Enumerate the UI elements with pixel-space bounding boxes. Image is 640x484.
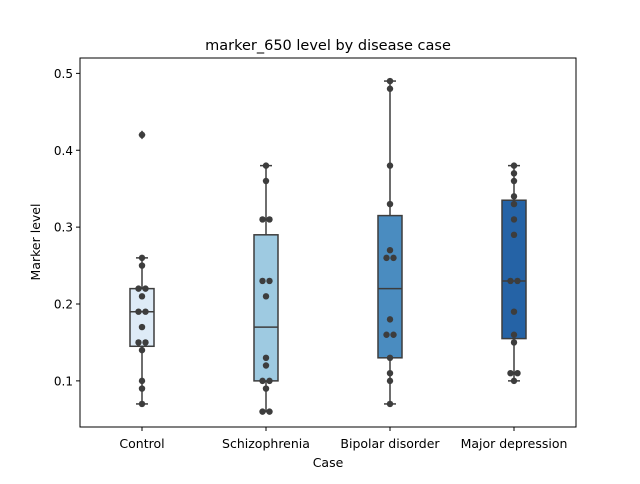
data-point xyxy=(510,162,518,169)
data-point xyxy=(266,216,273,223)
data-point xyxy=(138,377,146,385)
data-point xyxy=(386,377,394,385)
data-point xyxy=(510,193,518,200)
x-axis-label: Case xyxy=(313,455,344,470)
data-point xyxy=(262,162,270,169)
data-point xyxy=(266,408,273,415)
data-point xyxy=(138,400,146,408)
box-group xyxy=(501,162,527,385)
data-point xyxy=(386,316,394,323)
chart-title: marker_650 level by disease case xyxy=(205,38,451,54)
data-point xyxy=(507,277,514,285)
data-point xyxy=(510,377,518,385)
data-point xyxy=(510,177,518,185)
data-point xyxy=(259,408,266,415)
data-point xyxy=(262,385,270,392)
axes-frame xyxy=(79,57,577,428)
data-point xyxy=(386,369,394,377)
data-point xyxy=(510,331,518,338)
y-tick-label: 0.1 xyxy=(54,374,73,388)
data-point xyxy=(138,385,146,392)
data-point xyxy=(386,77,394,85)
data-point xyxy=(135,308,142,315)
data-point xyxy=(142,285,149,292)
x-tick-label: Major depression xyxy=(461,436,568,451)
data-point xyxy=(259,377,266,385)
y-tick-label: 0.3 xyxy=(54,221,73,235)
data-point xyxy=(138,293,146,300)
y-tick-label: 0.5 xyxy=(54,67,73,81)
data-point xyxy=(262,293,270,300)
data-point xyxy=(138,262,146,269)
data-point xyxy=(262,177,270,185)
data-point xyxy=(138,346,146,354)
data-point xyxy=(386,162,394,169)
data-point xyxy=(510,216,518,223)
data-point xyxy=(507,369,514,377)
x-tick-label: Schizophrenia xyxy=(222,436,310,451)
data-point xyxy=(514,277,521,285)
data-point xyxy=(390,331,397,338)
data-point xyxy=(390,254,397,262)
y-axis-label: Marker level xyxy=(28,204,43,281)
x-tick-label: Control xyxy=(119,436,164,451)
data-point xyxy=(142,308,149,315)
plot-area xyxy=(129,77,527,415)
data-point xyxy=(135,339,142,346)
y-tick-label: 0.4 xyxy=(54,144,73,158)
box xyxy=(501,199,527,340)
data-point xyxy=(138,254,146,262)
x-tick-label: Bipolar disorder xyxy=(340,436,440,451)
data-point xyxy=(262,354,270,362)
data-point xyxy=(510,200,518,208)
data-point xyxy=(262,362,270,369)
box-group xyxy=(377,77,403,408)
y-axis: 0.1 0.2 0.3 0.4 0.5 xyxy=(54,67,80,388)
data-point xyxy=(510,170,518,177)
data-point xyxy=(510,231,518,239)
data-point xyxy=(266,277,273,285)
data-point xyxy=(138,131,146,139)
data-point xyxy=(510,308,518,315)
data-point xyxy=(510,339,518,346)
data-point xyxy=(514,369,521,377)
box-group xyxy=(253,162,279,415)
box-group xyxy=(129,130,155,408)
data-point xyxy=(142,339,149,346)
data-point xyxy=(386,246,394,254)
box xyxy=(377,214,403,359)
data-point xyxy=(266,377,273,385)
data-point xyxy=(135,285,142,292)
y-tick-label: 0.2 xyxy=(54,298,73,312)
data-point xyxy=(386,85,394,92)
data-point xyxy=(386,200,394,208)
data-point xyxy=(386,354,394,362)
x-axis: Control Schizophrenia Bipolar disorder Majo… xyxy=(119,427,567,451)
data-point xyxy=(259,277,266,285)
data-point xyxy=(383,254,390,262)
data-point xyxy=(383,331,390,338)
data-point xyxy=(138,323,146,331)
data-point xyxy=(259,216,266,223)
data-point xyxy=(386,400,394,408)
